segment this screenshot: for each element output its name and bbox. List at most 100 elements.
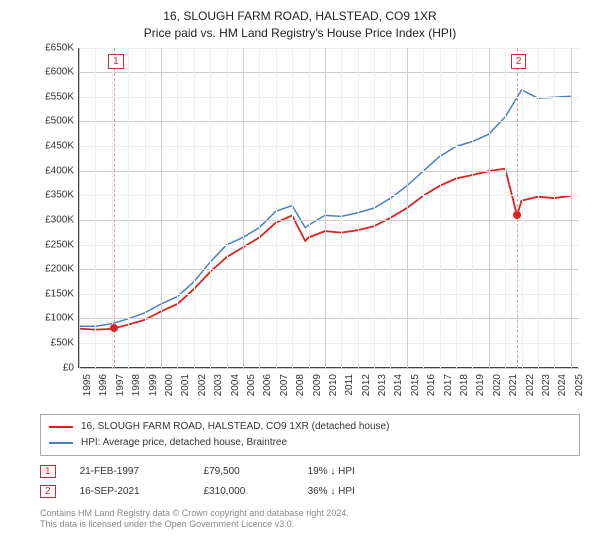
grid-line-h: [79, 195, 579, 196]
x-tick-label: 2013: [377, 374, 388, 396]
x-tick-label: 2003: [213, 374, 224, 396]
grid-line-v: [489, 48, 490, 368]
x-tick-label: 1997: [115, 374, 126, 396]
x-tick-label: 2004: [230, 374, 241, 396]
x-tick-label: 2021: [508, 374, 519, 396]
y-tick-label: £100K: [30, 313, 74, 324]
event-table: 1 21-FEB-1997 £79,500 19% ↓ HPI 2 16-SEP-2021…: [40, 462, 580, 502]
legend-label: HPI: Average price, detached house, Brai…: [81, 437, 287, 448]
marker-badge-2: 2: [511, 54, 527, 69]
event-badge: 2: [40, 485, 56, 498]
y-tick-label: £50K: [30, 337, 74, 348]
grid-line-v: [145, 48, 146, 368]
legend-swatch: [49, 426, 73, 428]
event-price: £79,500: [204, 466, 284, 477]
grid-line-v: [456, 48, 457, 368]
grid-line-v: [358, 48, 359, 368]
x-tick-label: 2010: [328, 374, 339, 396]
event-diff: 36% ↓ HPI: [308, 486, 355, 497]
y-tick-label: £0: [30, 362, 74, 373]
x-tick-label: 2005: [246, 374, 257, 396]
grid-line-h: [79, 294, 579, 295]
grid-line-h: [79, 171, 579, 172]
x-tick-label: 1995: [82, 374, 93, 396]
y-tick-label: £350K: [30, 190, 74, 201]
y-tick-label: £300K: [30, 214, 74, 225]
grid-line-v: [95, 48, 96, 368]
event-date: 21-FEB-1997: [80, 466, 180, 477]
footnote-line-2: This data is licensed under the Open Gov…: [40, 519, 580, 531]
footnote: Contains HM Land Registry data © Crown c…: [40, 508, 580, 531]
event-price: £310,000: [204, 486, 284, 497]
plot-area: 12: [78, 48, 578, 368]
event-diff: 19% ↓ HPI: [308, 466, 355, 477]
grid-line-v: [440, 48, 441, 368]
grid-line-v: [112, 48, 113, 368]
event-badge: 1: [40, 465, 56, 478]
legend: 16, SLOUGH FARM ROAD, HALSTEAD, CO9 1XR …: [40, 414, 580, 456]
x-tick-label: 2020: [492, 374, 503, 396]
x-tick-label: 2007: [279, 374, 290, 396]
legend-swatch: [49, 442, 73, 444]
x-tick-label: 1996: [98, 374, 109, 396]
legend-row: 16, SLOUGH FARM ROAD, HALSTEAD, CO9 1XR …: [49, 419, 571, 435]
grid-line-v: [194, 48, 195, 368]
grid-line-h: [79, 368, 579, 369]
x-tick-label: 2022: [525, 374, 536, 396]
x-tick-label: 1998: [131, 374, 142, 396]
figure: 16, SLOUGH FARM ROAD, HALSTEAD, CO9 1XR …: [0, 0, 600, 560]
title-block: 16, SLOUGH FARM ROAD, HALSTEAD, CO9 1XR …: [10, 8, 590, 42]
grid-line-v: [292, 48, 293, 368]
title-line-2: Price paid vs. HM Land Registry's House …: [10, 25, 590, 42]
grid-line-h: [79, 245, 579, 246]
grid-line-v: [374, 48, 375, 368]
x-tick-label: 2006: [262, 374, 273, 396]
legend-row: HPI: Average price, detached house, Brai…: [49, 435, 571, 451]
grid-line-h: [79, 97, 579, 98]
y-tick-label: £200K: [30, 264, 74, 275]
x-tick-label: 2014: [393, 374, 404, 396]
marker-dot-1: [110, 324, 118, 332]
x-tick-label: 2019: [475, 374, 486, 396]
x-tick-label: 2025: [574, 374, 585, 396]
x-tick-label: 2018: [459, 374, 470, 396]
grid-line-v: [341, 48, 342, 368]
grid-line-v: [554, 48, 555, 368]
grid-line-v: [390, 48, 391, 368]
y-tick-label: £600K: [30, 67, 74, 78]
grid-line-v: [407, 48, 408, 368]
grid-line-h: [79, 146, 579, 147]
grid-line-v: [309, 48, 310, 368]
x-tick-label: 2012: [361, 374, 372, 396]
grid-line-v: [259, 48, 260, 368]
x-tick-label: 2016: [426, 374, 437, 396]
grid-line-v: [325, 48, 326, 368]
grid-line-h: [79, 220, 579, 221]
x-tick-label: 2017: [443, 374, 454, 396]
event-date: 16-SEP-2021: [80, 486, 180, 497]
grid-line-h: [79, 269, 579, 270]
legend-label: 16, SLOUGH FARM ROAD, HALSTEAD, CO9 1XR …: [81, 421, 389, 432]
grid-line-h: [79, 121, 579, 122]
grid-line-v: [128, 48, 129, 368]
event-row: 1 21-FEB-1997 £79,500 19% ↓ HPI: [40, 462, 580, 482]
x-tick-label: 2001: [180, 374, 191, 396]
grid-line-v: [161, 48, 162, 368]
chart: £0£50K£100K£150K£200K£250K£300K£350K£400…: [30, 48, 590, 408]
grid-line-v: [472, 48, 473, 368]
title-line-1: 16, SLOUGH FARM ROAD, HALSTEAD, CO9 1XR: [10, 8, 590, 25]
event-row: 2 16-SEP-2021 £310,000 36% ↓ HPI: [40, 482, 580, 502]
x-tick-label: 2024: [557, 374, 568, 396]
y-tick-label: £450K: [30, 141, 74, 152]
grid-line-v: [177, 48, 178, 368]
x-tick-label: 2009: [312, 374, 323, 396]
x-tick-label: 2015: [410, 374, 421, 396]
x-tick-label: 2002: [197, 374, 208, 396]
grid-line-v: [276, 48, 277, 368]
grid-line-h: [79, 72, 579, 73]
footnote-line-1: Contains HM Land Registry data © Crown c…: [40, 508, 580, 520]
grid-line-h: [79, 48, 579, 49]
grid-line-v: [522, 48, 523, 368]
marker-line-1: [114, 48, 115, 368]
y-tick-label: £550K: [30, 91, 74, 102]
